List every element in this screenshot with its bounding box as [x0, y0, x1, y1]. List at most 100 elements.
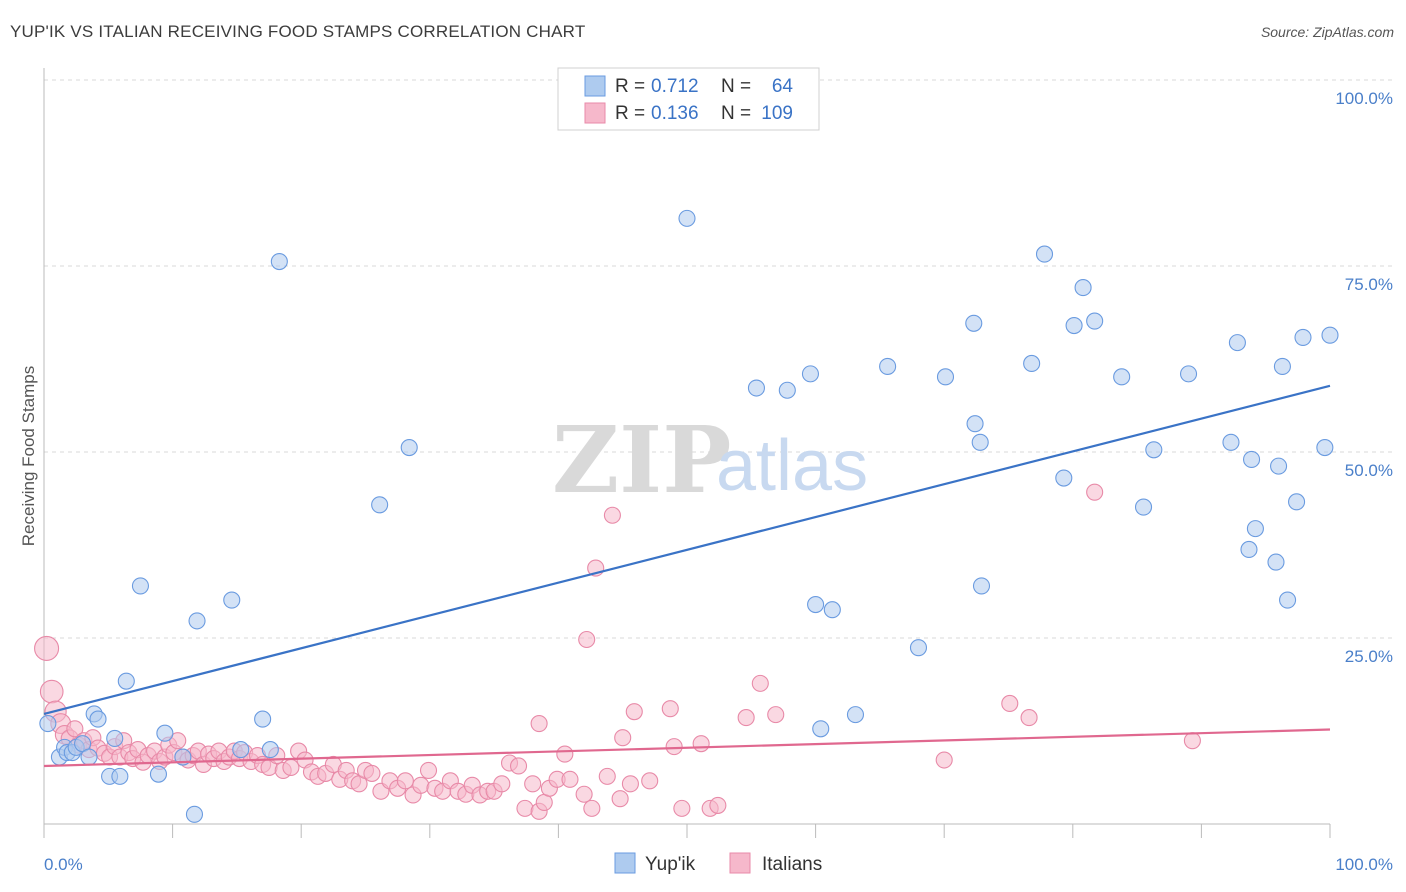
data-point: [641, 772, 659, 790]
data-point: [156, 724, 174, 742]
data-point: [39, 715, 57, 733]
data-point: [1273, 357, 1291, 375]
data-point: [524, 775, 542, 793]
y-tick-labels: 25.0% 50.0% 75.0% 100.0%: [1335, 89, 1393, 666]
data-point: [1243, 450, 1261, 468]
italians-series: [34, 483, 1201, 820]
yupik-r-value: 0.712: [651, 76, 699, 97]
data-point: [530, 715, 548, 733]
data-point: [80, 748, 98, 766]
chart-title: YUP'IK VS ITALIAN RECEIVING FOOD STAMPS …: [10, 22, 586, 41]
data-point: [270, 252, 288, 271]
data-point: [1270, 457, 1288, 475]
x-tick-label: 100.0%: [1335, 855, 1393, 874]
data-point: [972, 577, 991, 595]
data-point: [106, 729, 124, 747]
data-point: [709, 796, 727, 814]
yupik-series: [39, 209, 1339, 823]
data-point: [254, 710, 272, 728]
data-point: [1074, 279, 1092, 297]
data-point: [751, 674, 769, 692]
data-point: [1240, 540, 1258, 559]
yupik-trend-line: [43, 384, 1331, 715]
data-point: [556, 745, 574, 763]
data-point: [846, 706, 865, 724]
data-point: [1113, 368, 1131, 386]
data-point: [971, 433, 989, 451]
italians-n-value: 109: [761, 103, 793, 124]
data-point: [516, 799, 534, 817]
data-point: [39, 679, 64, 704]
series-legend: Yup'ik Italians: [614, 852, 822, 875]
data-point: [966, 415, 984, 433]
data-point: [66, 720, 84, 738]
data-point: [935, 751, 953, 769]
data-point: [419, 761, 438, 779]
data-point: [678, 209, 696, 227]
data-point: [117, 672, 135, 690]
watermark-atlas: atlas: [716, 426, 868, 506]
yupik-legend-swatch: [584, 75, 606, 97]
yupik-r-label: R =: [615, 76, 645, 97]
data-point: [665, 738, 683, 756]
data-point: [1228, 334, 1246, 352]
yupik-bottom-label: Yup'ik: [645, 854, 696, 875]
data-point: [823, 601, 841, 619]
y-axis-label: Receiving Food Stamps: [19, 366, 38, 546]
data-point: [575, 785, 593, 803]
italians-n-label: N =: [721, 103, 751, 124]
data-point: [111, 767, 129, 785]
data-point: [371, 496, 389, 514]
data-point: [1086, 312, 1104, 330]
data-point: [149, 765, 168, 783]
data-point: [965, 314, 983, 332]
data-point: [261, 741, 279, 759]
data-point: [188, 612, 206, 630]
data-point: [1086, 483, 1104, 501]
data-point: [879, 357, 897, 375]
italians-r-label: R =: [615, 103, 645, 124]
stats-legend: R = 0.712 N = 64 R = 0.136 N = 109: [557, 67, 820, 131]
yupik-bottom-swatch: [614, 852, 636, 874]
data-point: [1279, 591, 1297, 609]
data-point: [396, 772, 414, 790]
data-point: [1294, 328, 1312, 346]
data-point: [614, 729, 632, 747]
watermark: ZIP atlas: [552, 406, 868, 514]
data-point: [1065, 316, 1083, 335]
italians-bottom-swatch: [729, 852, 751, 874]
italians-bottom-label: Italians: [762, 854, 822, 875]
data-point: [1222, 433, 1240, 451]
source-label: Source: ZipAtlas.com: [1260, 24, 1394, 40]
data-point: [1001, 694, 1019, 713]
data-point: [692, 735, 710, 753]
data-point: [673, 799, 691, 817]
data-point: [185, 805, 204, 823]
data-point: [767, 706, 785, 724]
data-point: [909, 639, 928, 657]
data-point: [598, 767, 616, 785]
italians-legend-swatch: [584, 102, 606, 124]
yupik-n-value: 64: [772, 76, 794, 97]
watermark-zip: ZIP: [552, 406, 731, 514]
italians-r-value: 0.136: [651, 103, 699, 124]
data-point: [493, 775, 511, 793]
y-tick-label: 50.0%: [1345, 461, 1393, 480]
data-point: [1316, 438, 1334, 457]
data-point: [89, 710, 107, 728]
data-point: [801, 365, 820, 383]
y-tick-label: 25.0%: [1345, 647, 1393, 666]
x-tick-marks: [43, 824, 1331, 838]
data-point: [1035, 245, 1054, 263]
data-point: [1288, 493, 1306, 511]
data-point: [1134, 498, 1153, 516]
data-point: [611, 790, 629, 808]
italians-trend-line: [43, 728, 1331, 768]
data-point: [1179, 365, 1198, 383]
grid: [44, 79, 1392, 639]
data-point: [34, 635, 60, 661]
data-point: [747, 379, 765, 397]
data-point: [1145, 441, 1163, 459]
data-point: [812, 720, 830, 738]
